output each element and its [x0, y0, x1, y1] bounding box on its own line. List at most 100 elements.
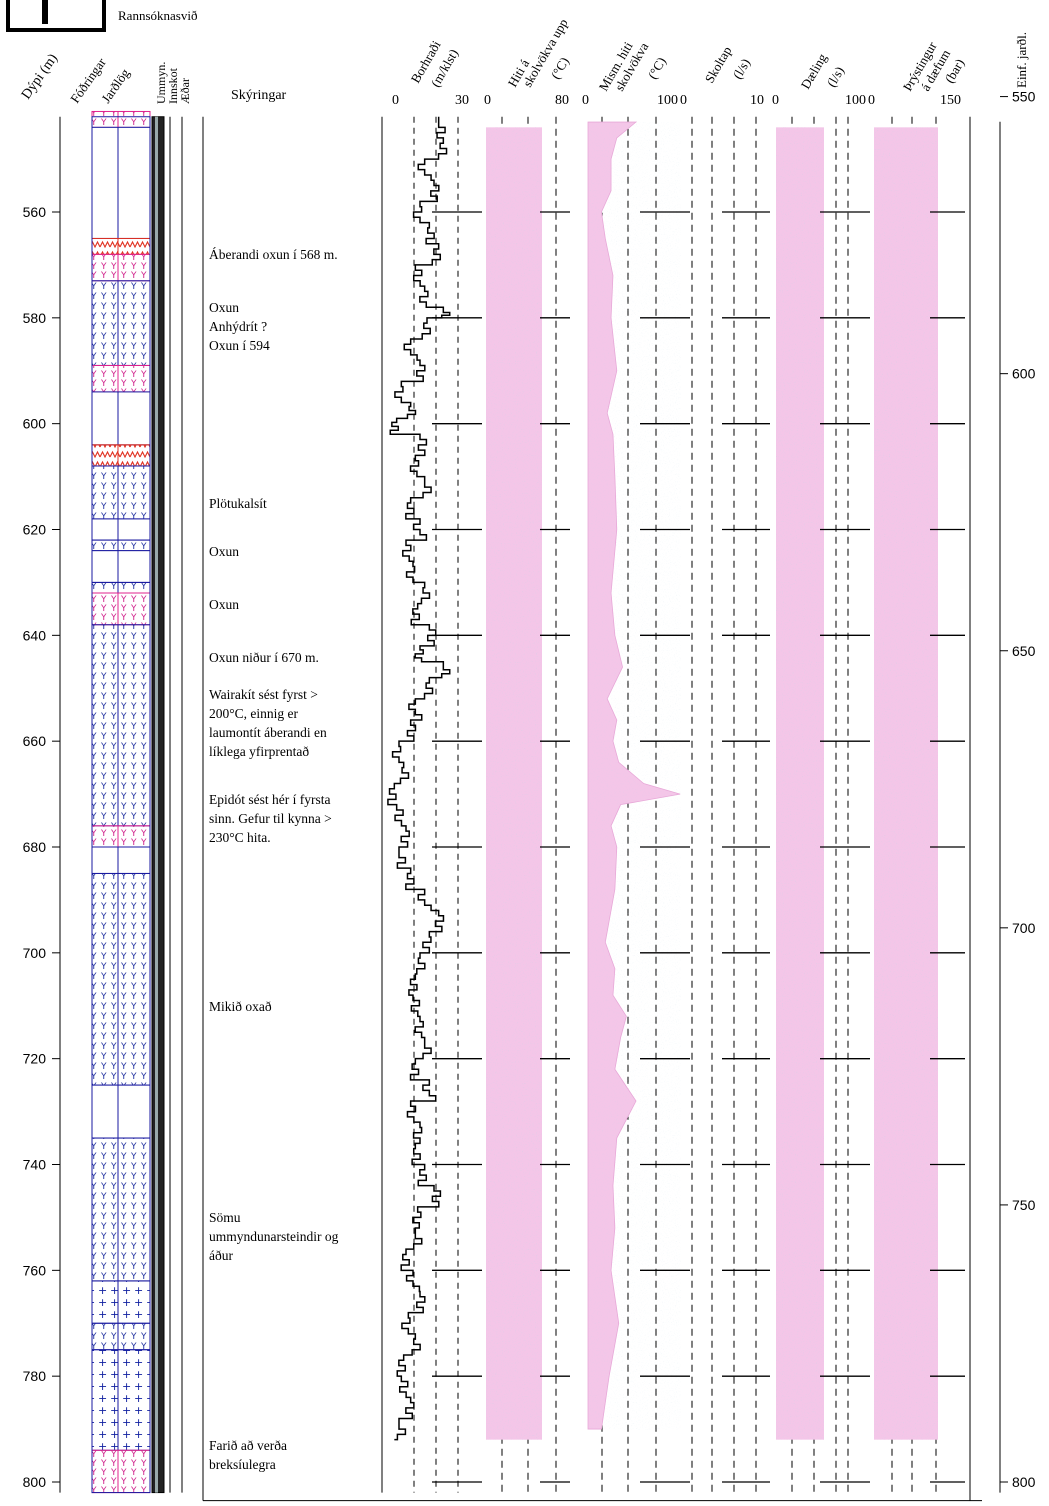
elevation-tick-label: 800	[1012, 1474, 1036, 1490]
depth-tick-label: 740	[23, 1157, 47, 1173]
note: Sömu ummyndunarsteindir og áður	[209, 1208, 338, 1265]
loss-header-2: (l/s)	[730, 56, 753, 82]
pressure-scale-max: 150	[940, 93, 961, 108]
alteration-column	[151, 116, 183, 1494]
lithology-interval	[91, 846, 151, 874]
note: Oxun Anhýdrít ? Oxun í 594	[209, 298, 270, 355]
loss-scale-min: 0	[680, 93, 687, 108]
elevation-tick-label: 550	[1012, 89, 1036, 105]
lithology-interval	[91, 1084, 151, 1139]
note-line: Oxun	[209, 596, 239, 612]
depth-tick-label: 560	[23, 204, 47, 220]
depth-tick-label: 780	[23, 1368, 47, 1384]
lithology-interval	[91, 592, 151, 626]
lithology-interval	[91, 280, 151, 366]
lithology-interval	[91, 872, 151, 1086]
lithology-interval	[91, 581, 151, 594]
lithology-interval	[91, 518, 151, 541]
depth-tick-label: 700	[23, 945, 47, 961]
depth-tick-label: 680	[23, 839, 47, 855]
depth-tick-label: 800	[23, 1474, 47, 1490]
elevation-header: Einf. jarðl.	[1014, 32, 1029, 88]
elevation-tick-label: 650	[1012, 643, 1036, 659]
shaded-tracks	[432, 116, 965, 1493]
note-line: Oxun í 594	[209, 338, 270, 354]
note-line: ummyndunarsteindir og	[209, 1229, 339, 1245]
temp-header-2: skolvökva upp	[520, 16, 571, 89]
veins-header: Æðar	[178, 78, 192, 104]
lithology-interval	[91, 1349, 151, 1451]
elevation-tick-label: 700	[1012, 920, 1036, 936]
depth-tick-label: 620	[23, 522, 47, 538]
tempdiff-profile	[587, 121, 681, 1430]
depth-tick-label: 640	[23, 627, 47, 643]
lithology-interval	[91, 539, 151, 552]
note-line: Oxun niður í 670 m.	[209, 649, 319, 665]
org-name: Rannsóknasvið	[118, 8, 198, 23]
note-line: Plötukalsít	[209, 496, 267, 512]
lithology-interval	[91, 1280, 151, 1324]
note: Farið að verða breksíulegra	[209, 1436, 287, 1474]
elevation-tick-label: 600	[1012, 366, 1036, 382]
depth-tick-label: 660	[23, 733, 47, 749]
lithology-interval	[91, 1137, 151, 1282]
column-headers: Dýpi (m) Fóðringar Jarðlög Ummyn. Innsko…	[19, 16, 1029, 108]
note-line: Oxun	[209, 543, 239, 559]
temp-texture	[486, 127, 542, 1440]
tempdiff-scale-max: 100	[657, 93, 678, 108]
depth-tick-label: 720	[23, 1051, 47, 1067]
pump-header-2: (l/s)	[824, 64, 847, 90]
lithology-interval	[91, 1449, 151, 1494]
depth-header: Dýpi (m)	[19, 51, 61, 102]
depth-tick-label: 600	[23, 416, 47, 432]
lithology-interval	[91, 126, 151, 239]
note-line: 200°C, einnig er	[209, 705, 299, 721]
note-line: sinn. Gefur til kynna >	[209, 811, 332, 827]
depth-tick-label: 580	[23, 310, 47, 326]
note-line: laumontít áberandi en	[209, 724, 327, 740]
lithology-interval	[91, 624, 151, 827]
note: Epidót sést hér í fyrsta sinn. Gefur til …	[209, 790, 332, 847]
temp-scale-min: 0	[484, 93, 491, 108]
tempdiff-scale-min: 0	[582, 93, 589, 108]
note: Wairakít sést fyrst > 200°C, einnig er lau…	[209, 685, 327, 761]
lithology-interval	[91, 364, 151, 393]
loss-scale-max: 10	[750, 93, 764, 108]
rop-line	[387, 116, 451, 1441]
loss-header-1: Skoltap	[702, 44, 735, 86]
note: Oxun	[209, 542, 239, 561]
tempdiff-header-3: (°C)	[645, 54, 669, 81]
note-line: líklega yfirprentað	[209, 743, 310, 759]
note-line: Áberandi oxun í 568 m.	[209, 247, 338, 263]
elevation-tick-label: 750	[1012, 1197, 1036, 1213]
lithology-interval	[91, 444, 151, 467]
note-line: Anhýdrít ?	[209, 319, 268, 335]
elevation-axis: 550 600 650 700 750 800	[969, 89, 1036, 1501]
note-line: Farið að verða	[209, 1437, 287, 1453]
note-line: áður	[209, 1248, 233, 1264]
notes-header: Skýringar	[231, 88, 287, 103]
lithology-interval	[91, 110, 151, 128]
notes-frame	[202, 116, 982, 1502]
temp-header-3: (°C)	[548, 54, 572, 81]
note-line: 230°C hita.	[209, 830, 271, 846]
lithology-interval	[91, 391, 151, 446]
pump-texture	[776, 127, 824, 1440]
note-line: Oxun	[209, 300, 239, 316]
pressure-texture	[874, 127, 938, 1440]
note-line: Sömu	[209, 1210, 241, 1226]
note-line: Mikið oxað	[209, 998, 272, 1014]
rop-scale-min: 0	[392, 93, 399, 108]
lithology-interval	[91, 825, 151, 848]
lithology-interval	[91, 550, 151, 583]
pump-scale-max: 100	[845, 93, 866, 108]
pump-scale-min: 0	[772, 93, 779, 108]
note: Oxun niður í 670 m.	[209, 648, 319, 667]
strata-column	[91, 110, 151, 1494]
lithology-interval	[91, 1322, 151, 1351]
note: Áberandi oxun í 568 m.	[209, 245, 338, 264]
note-line: Epidót sést hér í fyrsta	[209, 792, 331, 808]
note: Oxun	[209, 595, 239, 614]
note: Mikið oxað	[209, 997, 272, 1016]
